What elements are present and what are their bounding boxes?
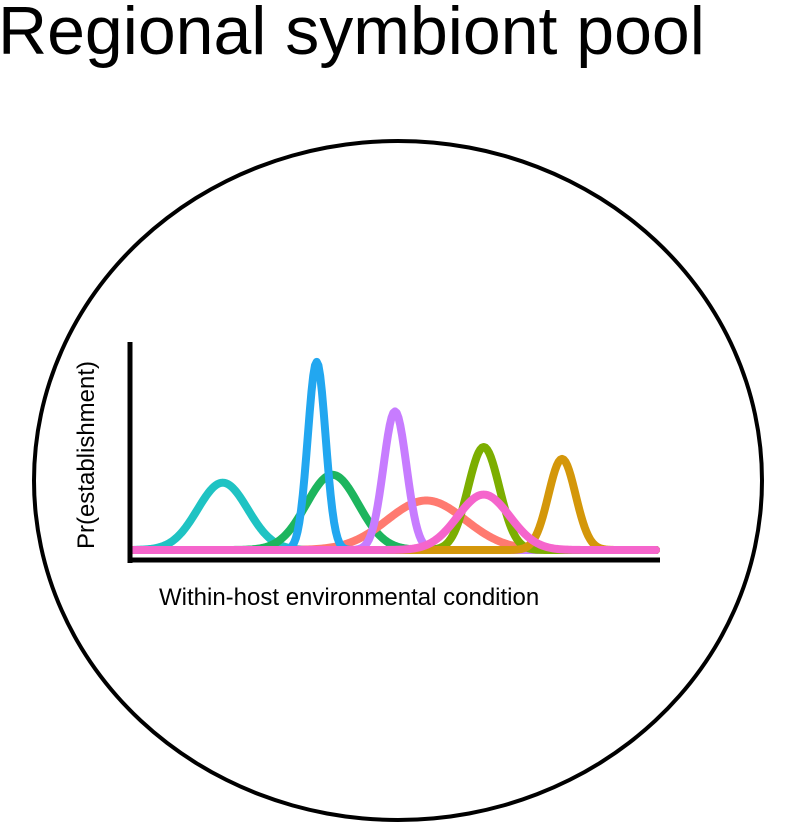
curves-group bbox=[130, 357, 660, 554]
symbiont-curve-4 bbox=[130, 357, 660, 554]
symbiont-curve-8 bbox=[130, 490, 660, 554]
diagram-title: Regional symbiont pool bbox=[0, 0, 705, 69]
symbiont-pool-circle bbox=[32, 139, 764, 822]
y-axis-label: Pr(establishment) bbox=[73, 360, 100, 550]
symbiont-curve-7 bbox=[130, 454, 660, 554]
x-axis-label: Within-host environmental condition bbox=[159, 584, 540, 611]
symbiont-curve-5 bbox=[130, 407, 660, 554]
